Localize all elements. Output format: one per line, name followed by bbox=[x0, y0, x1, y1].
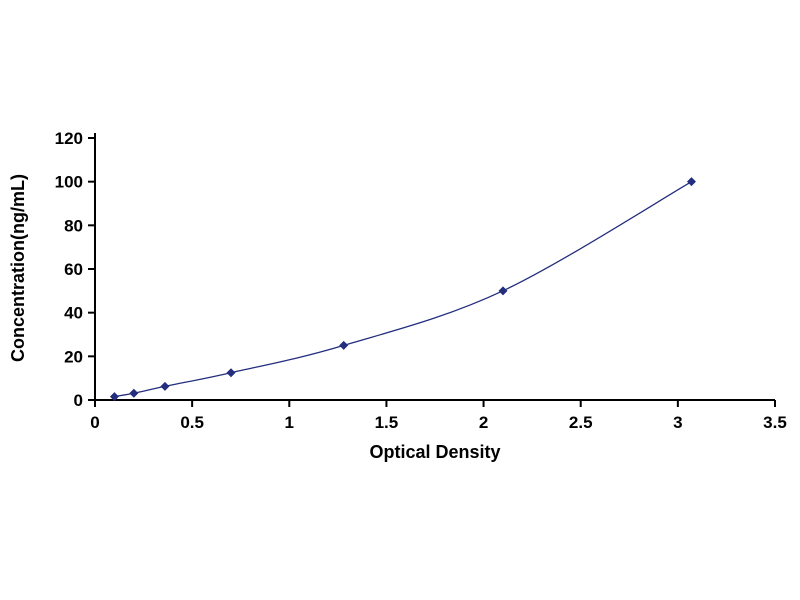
y-tick-label: 20 bbox=[64, 347, 83, 366]
tick-labels: 0 0.5 1 1.5 2 2.5 3 3.5 0 20 40 60 80 100 120 bbox=[55, 129, 787, 432]
y-tick-label: 0 bbox=[74, 391, 83, 410]
y-tick-label: 40 bbox=[64, 304, 83, 323]
y-axis-title: Concentration(ng/mL) bbox=[8, 174, 28, 362]
x-tick-label: 2.5 bbox=[569, 413, 593, 432]
y-tick-label: 60 bbox=[64, 260, 83, 279]
x-axis-title: Optical Density bbox=[369, 442, 500, 462]
x-tick-label: 0 bbox=[90, 413, 99, 432]
data-point-marker bbox=[129, 388, 139, 398]
x-tick-label: 1 bbox=[285, 413, 294, 432]
data-point-marker bbox=[160, 381, 170, 391]
data-point-marker bbox=[226, 368, 236, 378]
y-tick-label: 80 bbox=[64, 216, 83, 235]
data-point-marker bbox=[339, 340, 349, 350]
data-point-marker bbox=[498, 286, 508, 296]
x-tick-label: 1.5 bbox=[375, 413, 399, 432]
curve-line bbox=[114, 181, 692, 398]
y-tick-label: 100 bbox=[55, 173, 83, 192]
axes bbox=[94, 133, 775, 401]
data-point-marker bbox=[109, 392, 119, 402]
data-point-marker bbox=[686, 177, 696, 187]
tick-marks bbox=[88, 137, 776, 407]
y-tick-label: 120 bbox=[55, 129, 83, 148]
series-standard-curve bbox=[109, 177, 696, 402]
x-tick-label: 2 bbox=[479, 413, 488, 432]
x-tick-label: 3.5 bbox=[763, 413, 787, 432]
x-tick-label: 3 bbox=[673, 413, 682, 432]
x-tick-label: 0.5 bbox=[180, 413, 204, 432]
